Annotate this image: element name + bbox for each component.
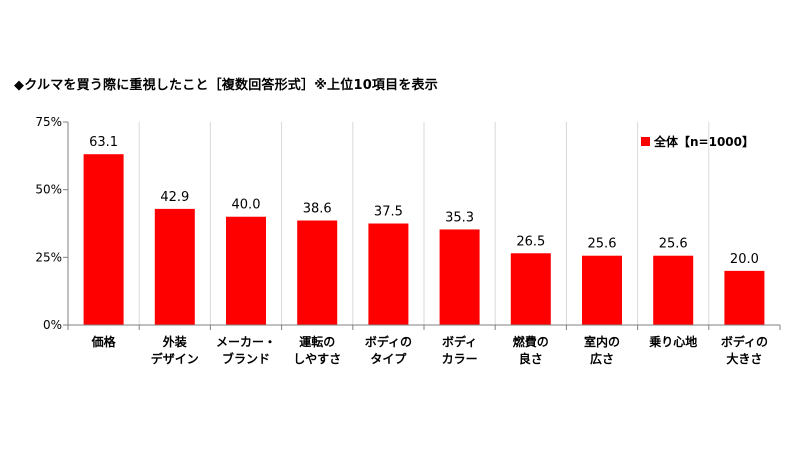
- category-label: 室内の: [584, 334, 620, 349]
- bar: [226, 216, 266, 325]
- y-tick-label: 50%: [35, 183, 62, 197]
- bar: [368, 223, 409, 325]
- value-label: 25.6: [588, 237, 617, 252]
- bar: [83, 154, 124, 325]
- legend-swatch: [641, 137, 650, 146]
- category-label: 燃費の: [513, 334, 549, 349]
- bar: [582, 255, 622, 325]
- value-label: 38.6: [303, 202, 332, 217]
- y-tick-label: 75%: [35, 115, 62, 129]
- category-label: 外装: [163, 334, 187, 349]
- value-label: 26.5: [516, 234, 545, 249]
- category-label: 乗り心地: [649, 334, 697, 349]
- bar: [154, 208, 195, 325]
- value-label: 63.1: [89, 135, 118, 150]
- bar: [510, 253, 551, 325]
- y-tick-label: 25%: [35, 250, 62, 264]
- grid-layer: [138, 122, 710, 325]
- legend: 全体【n=1000】: [641, 133, 754, 150]
- value-label: 42.9: [160, 190, 189, 205]
- value-label: 20.0: [730, 252, 759, 267]
- legend-label: 全体【n=1000】: [654, 135, 754, 149]
- category-label: ブランド: [222, 351, 270, 366]
- chart-title: ◆クルマを買う際に重視したこと［複数回答形式］※上位10項目を表示: [14, 78, 438, 93]
- category-label: タイプ: [370, 351, 407, 366]
- label-layer: 63.1 42.9 40.0 38.6 37.5 35.3 26.5 25.6 25.6 20.0…: [35, 115, 768, 366]
- category-label: 広さ: [590, 351, 614, 366]
- value-label: 25.6: [659, 237, 688, 252]
- y-tick-label: 0%: [43, 318, 62, 332]
- bar-layer: [83, 154, 765, 325]
- category-label: ボディの: [365, 334, 412, 349]
- category-label: カラー: [442, 352, 478, 366]
- category-label: 価格: [91, 334, 117, 349]
- category-label: しやすさ: [293, 352, 341, 366]
- value-label: 35.3: [445, 210, 474, 225]
- axis-layer: [63, 121, 781, 330]
- bar: [297, 220, 338, 325]
- bar: [439, 229, 480, 325]
- category-label: メーカー・: [216, 335, 276, 349]
- category-label: ボディ: [442, 334, 477, 349]
- category-label: 良さ: [519, 351, 543, 366]
- category-label: デザイン: [151, 351, 199, 366]
- bar: [724, 270, 765, 325]
- value-label: 37.5: [374, 205, 403, 220]
- bar: [653, 255, 694, 325]
- value-label: 40.0: [232, 198, 261, 213]
- category-label: 運転の: [299, 334, 335, 349]
- category-label: ボディの: [721, 334, 768, 349]
- category-label: 大きさ: [726, 351, 762, 366]
